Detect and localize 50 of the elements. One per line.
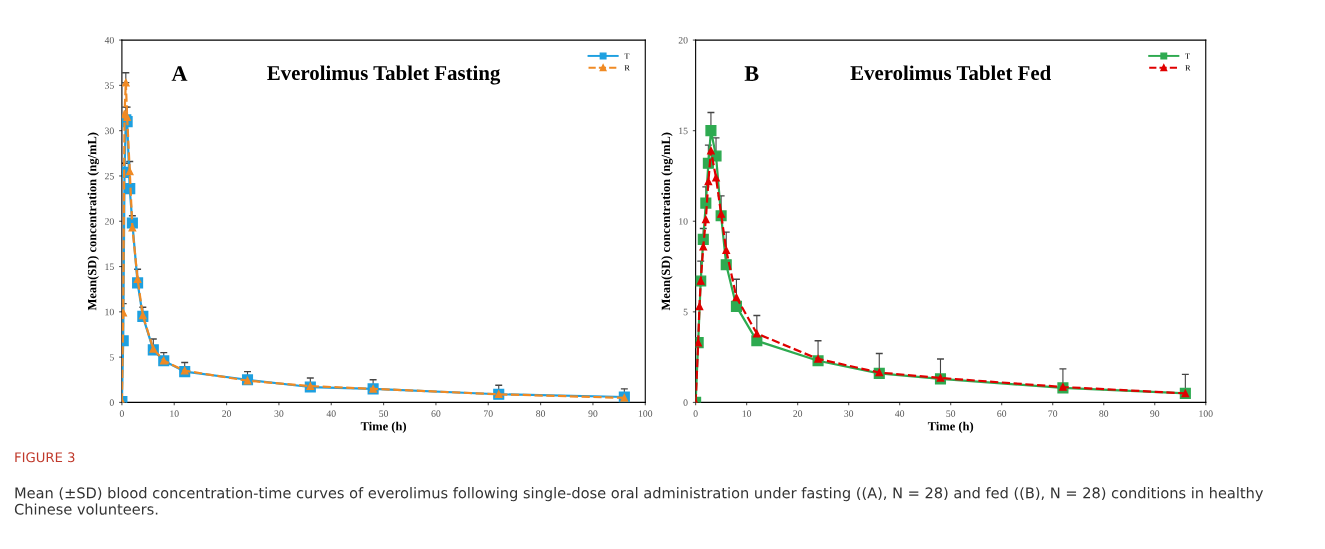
x-axis-title: Time (h) — [927, 421, 974, 433]
x-tick-label: 80 — [1099, 410, 1109, 417]
x-tick-label: 90 — [1150, 410, 1160, 417]
y-tick-label: 0 — [683, 399, 688, 406]
x-tick-label: 50 — [946, 410, 956, 417]
y-tick-label: 25 — [104, 172, 114, 180]
y-tick-label: 20 — [104, 218, 114, 225]
text: Mean (±SD) blood concentration-time curves of everolimus following single-dose oral administration under fasting ((A), N = 28) and fed ((B), N = 28) conditions in healthy Chinese volunteers. — [14, 487, 1264, 515]
x-tick-label: 90 — [588, 410, 598, 417]
annotation: B — [744, 66, 759, 81]
x-tick-label: 10 — [742, 410, 752, 417]
x-tick-label: 100 — [638, 410, 653, 417]
x-tick-label: 70 — [1048, 410, 1058, 417]
y-tick-label: 30 — [105, 127, 114, 135]
y-tick-label: 5 — [683, 308, 688, 316]
legend-label: T — [1185, 53, 1190, 59]
x-tick-label: 60 — [997, 410, 1007, 417]
text: Everolimus Tablet Fed — [850, 65, 1051, 81]
x-tick-label: 60 — [431, 410, 441, 417]
caption: FIGURE 3 — [15, 452, 75, 463]
x-tick-label: 20 — [222, 410, 232, 417]
y-tick-label: 10 — [679, 218, 688, 225]
y-tick-label: 15 — [679, 127, 688, 135]
x-tick-label: 50 — [379, 410, 389, 417]
y-tick-label: 0 — [109, 399, 114, 406]
x-tick-label: 80 — [536, 410, 546, 417]
y-tick-label: 35 — [105, 82, 114, 89]
x-tick-label: 40 — [326, 410, 336, 417]
x-axis-title: Time (h) — [360, 421, 407, 433]
x-tick-label: 70 — [484, 410, 493, 417]
x-tick-label: 0 — [119, 410, 124, 417]
y-tick-label: 40 — [104, 36, 114, 44]
x-tick-label: 20 — [793, 410, 803, 417]
x-tick-label: 40 — [895, 410, 905, 417]
text: Everolimus Tablet Fasting — [267, 65, 501, 85]
legend-label: T — [624, 53, 630, 59]
y-tick-label: 20 — [678, 36, 688, 44]
x-tick-label: 10 — [170, 410, 179, 417]
x-tick-label: 30 — [844, 410, 854, 417]
y-tick-label: 5 — [109, 354, 114, 361]
y-axis-title: Mean(SD) concentration (ng/mL) — [87, 132, 99, 311]
y-tick-label: 10 — [105, 308, 114, 316]
legend-label: R — [1185, 65, 1191, 71]
y-tick-label: 15 — [105, 263, 114, 271]
annotation: A — [171, 66, 188, 81]
y-axis-title: Mean(SD) concentration (ng/mL) — [661, 132, 673, 311]
x-tick-label: 30 — [274, 410, 284, 417]
legend-label: R — [624, 65, 630, 71]
x-tick-label: 0 — [693, 410, 698, 417]
x-tick-label: 100 — [1199, 410, 1213, 417]
